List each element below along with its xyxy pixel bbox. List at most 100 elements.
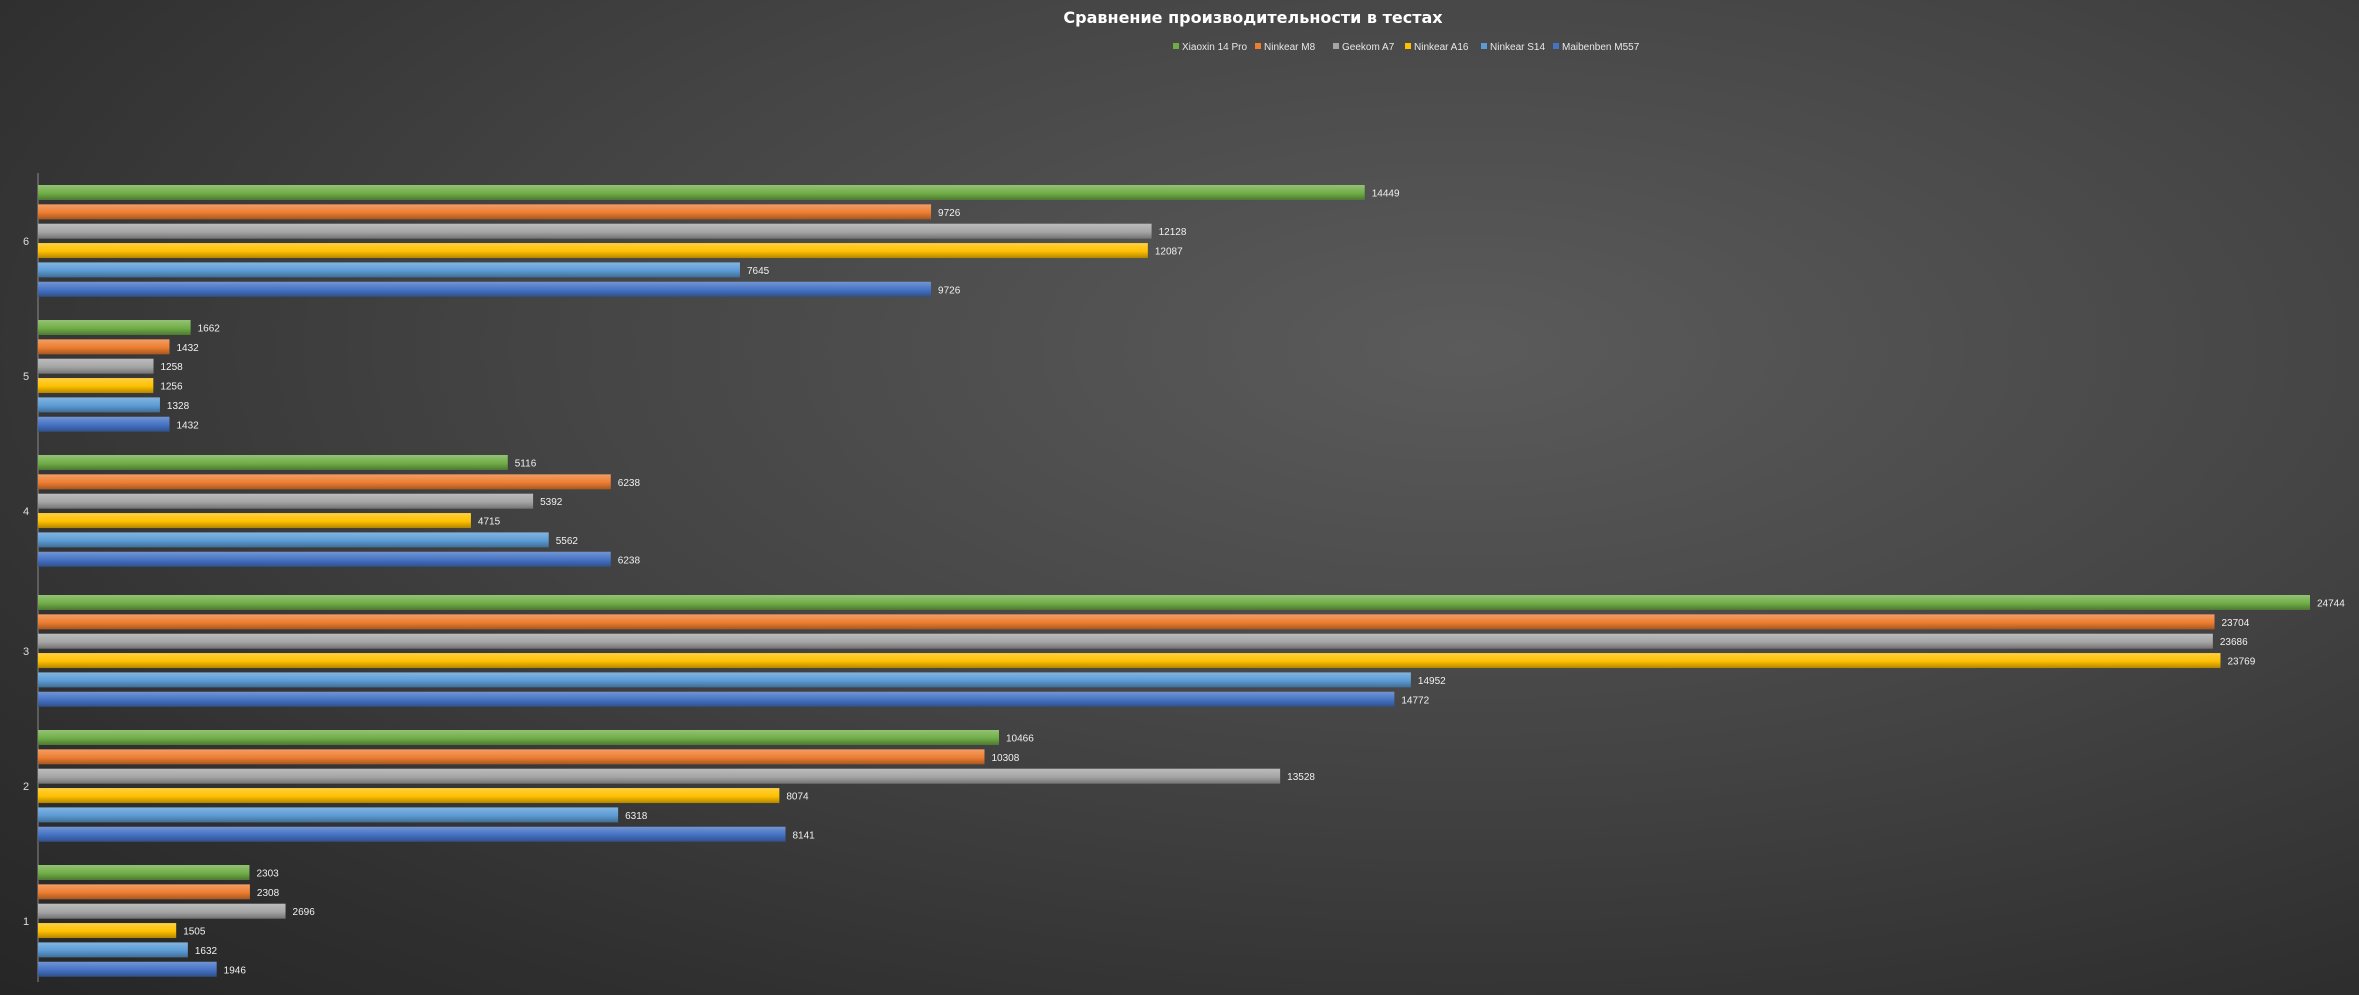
data-label: 8141 <box>793 830 816 841</box>
bar <box>38 474 611 490</box>
bars <box>38 185 2310 977</box>
bar <box>38 493 534 509</box>
legend-item: Geekom A7 <box>1333 42 1395 53</box>
bar <box>38 788 780 804</box>
bar <box>38 884 250 900</box>
bar <box>38 865 250 880</box>
data-label: 2696 <box>293 907 316 918</box>
legend-label: Ninkear M8 <box>1264 42 1316 53</box>
data-label: 23704 <box>2222 618 2250 629</box>
data-label: 5392 <box>540 497 563 508</box>
data-label: 10466 <box>1006 734 1034 745</box>
category-label: 2 <box>23 781 29 793</box>
bar <box>38 532 549 548</box>
data-label: 6238 <box>618 555 641 566</box>
legend-item: Ninkear S14 <box>1481 42 1545 53</box>
bar <box>38 243 1148 259</box>
bar <box>38 691 1395 707</box>
data-label: 2308 <box>257 888 280 899</box>
category-label: 4 <box>23 506 29 518</box>
bar <box>38 378 154 394</box>
bar <box>38 281 932 297</box>
data-label: 9726 <box>938 285 961 296</box>
data-label: 14952 <box>1418 676 1446 687</box>
data-label: 10308 <box>991 753 1019 764</box>
category-label: 5 <box>23 371 29 383</box>
bar <box>38 749 985 765</box>
bar <box>38 513 471 529</box>
data-label: 13528 <box>1287 772 1315 783</box>
category-label: 6 <box>23 236 29 248</box>
data-label: 1662 <box>198 324 221 335</box>
bar <box>38 614 2215 630</box>
data-label: 1328 <box>167 401 190 412</box>
data-label: 1432 <box>176 420 199 431</box>
data-label: 5562 <box>556 536 579 547</box>
legend-item: Maibenben M557 <box>1553 42 1640 53</box>
bar <box>38 961 217 977</box>
data-label: 1946 <box>224 965 247 976</box>
bar <box>38 903 286 919</box>
data-label: 2303 <box>256 869 279 880</box>
legend-swatch <box>1173 43 1179 49</box>
bar <box>38 223 1152 239</box>
bar <box>38 826 786 842</box>
data-label: 4715 <box>478 517 501 528</box>
bar <box>38 942 188 958</box>
category-label: 3 <box>23 646 29 658</box>
chart-legend: Xiaoxin 14 Pro Ninkear M8 Geekom A7 Ninkear… <box>1173 42 1640 53</box>
bar <box>38 416 170 432</box>
data-label: 24744 <box>2317 599 2345 610</box>
category-axis-labels: 1 2 3 4 5 6 <box>23 236 29 928</box>
data-label: 1505 <box>183 927 206 938</box>
data-label: 1432 <box>176 343 199 354</box>
bar <box>38 397 160 413</box>
legend-swatch <box>1333 43 1339 49</box>
data-label: 6318 <box>625 811 648 822</box>
bar <box>38 339 170 355</box>
data-label: 12128 <box>1159 227 1187 238</box>
legend-swatch <box>1481 43 1487 49</box>
bar <box>38 807 619 823</box>
bar <box>38 185 1365 200</box>
bar <box>38 768 1281 784</box>
data-label: 23686 <box>2220 637 2248 648</box>
legend-label: Ninkear S14 <box>1490 42 1545 53</box>
bar <box>38 455 508 470</box>
data-label: 6238 <box>618 478 641 489</box>
bar <box>38 595 2310 610</box>
bar <box>38 358 154 374</box>
bar <box>38 730 999 745</box>
legend-label: Maibenben M557 <box>1562 42 1640 53</box>
legend-swatch <box>1255 43 1261 49</box>
legend-item: Ninkear M8 <box>1255 42 1316 53</box>
legend-label: Xiaoxin 14 Pro <box>1182 42 1247 53</box>
data-label: 7645 <box>747 266 770 277</box>
data-label: 1632 <box>195 946 218 957</box>
bar <box>38 633 2213 649</box>
data-label: 1256 <box>160 382 183 393</box>
data-labels: 2303 2308 2696 1505 1632 1946 10466 10308 13528 8… <box>160 189 2345 977</box>
bar <box>38 923 177 939</box>
data-label: 23769 <box>2227 657 2255 668</box>
bar <box>38 653 2221 669</box>
data-label: 12087 <box>1155 247 1183 258</box>
bar <box>38 204 932 220</box>
data-label: 9726 <box>938 208 961 219</box>
legend-label: Ninkear A16 <box>1414 42 1469 53</box>
data-label: 14772 <box>1401 695 1429 706</box>
bar <box>38 262 740 278</box>
legend-item: Ninkear A16 <box>1405 42 1469 53</box>
legend-item: Xiaoxin 14 Pro <box>1173 42 1247 53</box>
data-label: 5116 <box>515 459 537 470</box>
category-label: 1 <box>23 916 29 928</box>
data-label: 1258 <box>161 362 184 373</box>
bar <box>38 320 191 335</box>
legend-swatch <box>1405 43 1411 49</box>
data-label: 14449 <box>1372 189 1400 200</box>
legend-swatch <box>1553 43 1559 49</box>
bar <box>38 551 611 567</box>
bar <box>38 672 1411 688</box>
data-label: 8074 <box>786 792 809 803</box>
